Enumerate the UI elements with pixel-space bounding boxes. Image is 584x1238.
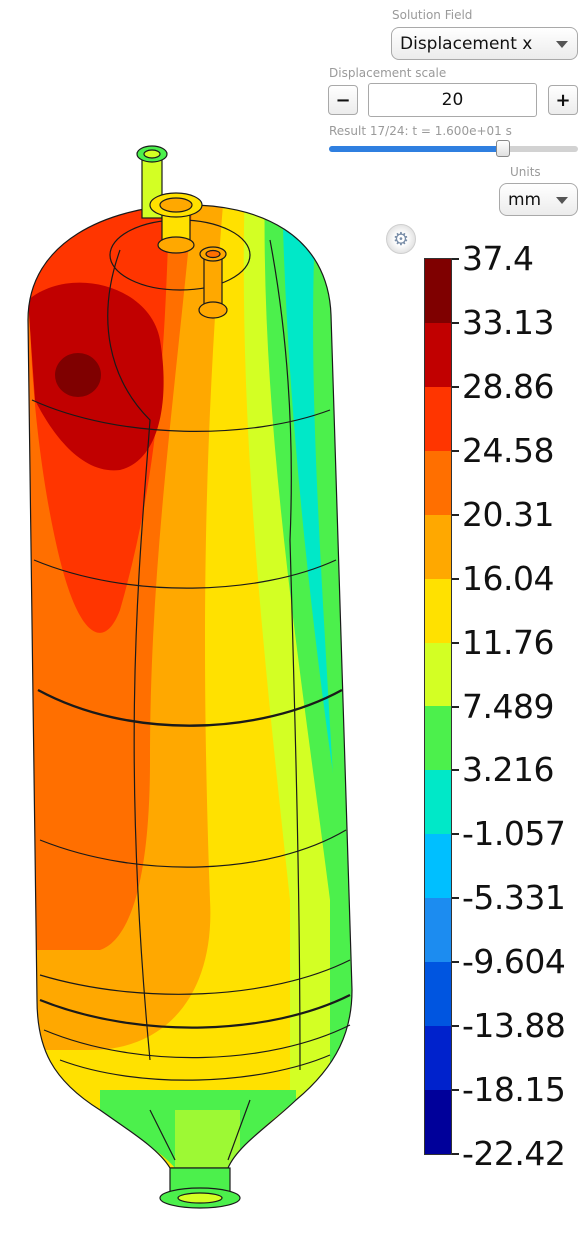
color-band [425, 450, 451, 515]
color-band [425, 962, 451, 1027]
legend-tick [452, 769, 459, 772]
legend-tick [452, 897, 459, 900]
color-band [425, 322, 451, 387]
minus-label: − [335, 89, 351, 111]
legend-tick-label: 16.04 [462, 558, 554, 598]
increase-scale-button[interactable]: + [548, 85, 578, 115]
plus-label: + [555, 89, 571, 111]
pressure-vessel-model[interactable] [0, 0, 360, 1238]
legend-tick-label: 3.216 [462, 750, 554, 790]
legend-tick [452, 577, 459, 580]
result-step-text: Result 17/24: t = 1.600e+01 s [329, 124, 512, 138]
solution-field-value: Displacement x [400, 33, 533, 54]
legend-tick [452, 513, 459, 516]
units-label: Units [510, 165, 541, 179]
legend-tick [452, 641, 459, 644]
legend-tick [452, 1153, 459, 1155]
legend-tick-label: -9.604 [462, 942, 566, 982]
legend-tick-label: 24.58 [462, 430, 554, 470]
legend-tick [452, 705, 459, 708]
color-band [425, 578, 451, 643]
result-slider-fill [329, 146, 504, 152]
legend-tick-label: 37.4 [462, 239, 534, 278]
legend-tick [452, 1089, 459, 1092]
color-band [425, 834, 451, 899]
color-band [425, 770, 451, 835]
chevron-down-icon [556, 40, 568, 48]
color-band [425, 1026, 451, 1090]
legend-tick [452, 961, 459, 964]
legend-tick [452, 1025, 459, 1028]
units-value: mm [508, 189, 542, 210]
legend-tick-label: -5.331 [462, 878, 566, 918]
result-slider[interactable] [329, 140, 578, 157]
gear-icon[interactable]: ⚙ [386, 224, 416, 254]
solution-field-select[interactable]: Displacement x [391, 27, 578, 60]
decrease-scale-button[interactable]: − [328, 85, 358, 115]
chevron-down-icon [556, 196, 568, 204]
color-band [425, 1089, 451, 1154]
color-band [425, 514, 451, 579]
units-select[interactable]: mm [499, 183, 578, 216]
legend-tick-label: 11.76 [462, 622, 554, 662]
legend-tick-label: 28.86 [462, 366, 554, 406]
legend-tick-label: 20.31 [462, 494, 554, 534]
legend-tick-label: 33.13 [462, 302, 554, 342]
legend-tick-label: -1.057 [462, 814, 566, 854]
color-band [425, 642, 451, 707]
legend-tick-label: -22.42 [462, 1134, 566, 1173]
legend-tick [452, 258, 459, 260]
color-band [425, 898, 451, 963]
color-legend-bar [424, 258, 452, 1155]
color-band [425, 386, 451, 451]
color-band [425, 259, 451, 323]
legend-tick-label: -13.88 [462, 1006, 566, 1046]
legend-tick [452, 321, 459, 324]
legend-tick [452, 449, 459, 452]
legend-tick-label: -18.15 [462, 1070, 566, 1110]
result-slider-thumb[interactable] [496, 140, 511, 157]
displacement-scale-label: Displacement scale [329, 66, 447, 80]
solution-field-label: Solution Field [392, 8, 473, 22]
displacement-scale-input[interactable]: 20 [368, 83, 537, 117]
color-band [425, 706, 451, 771]
legend-tick [452, 833, 459, 836]
legend-tick-label: 7.489 [462, 686, 554, 726]
legend-tick [452, 385, 459, 388]
